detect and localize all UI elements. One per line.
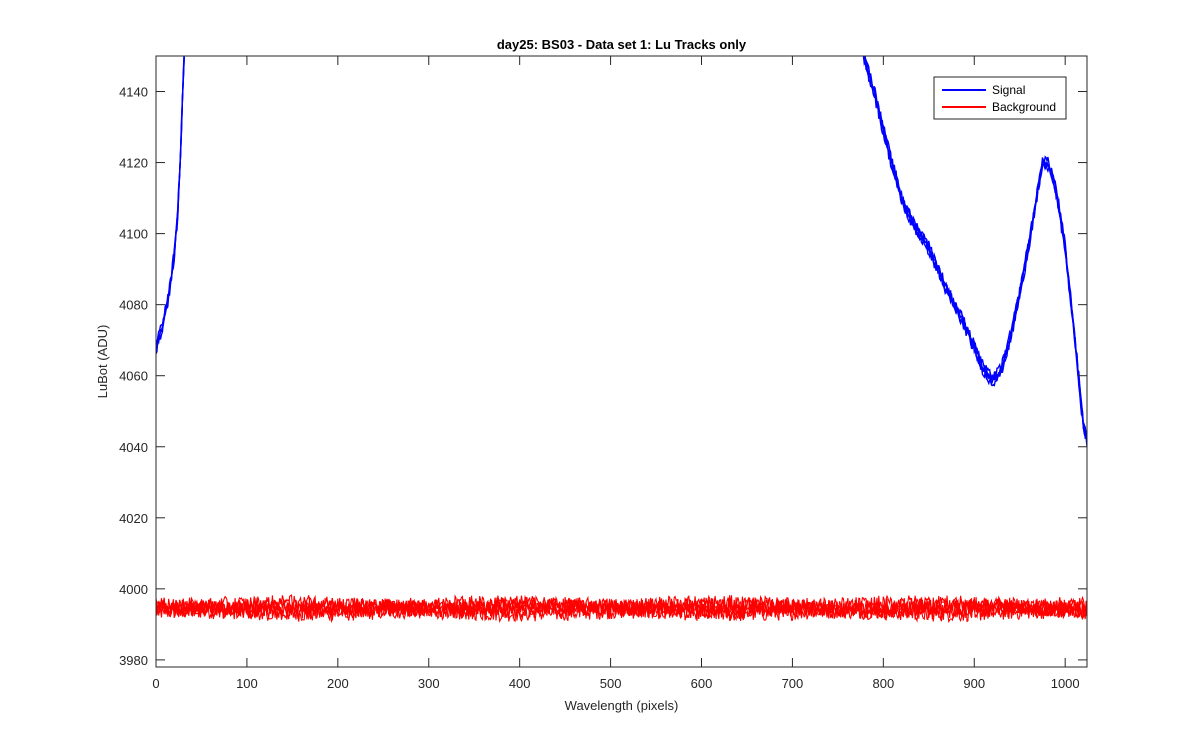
x-tick-label: 400 <box>509 676 531 691</box>
y-tick-label: 4040 <box>119 440 148 455</box>
legend: Signal Background <box>933 76 1067 120</box>
x-axis-title: Wavelength (pixels) <box>565 698 679 713</box>
chart-title: day25: BS03 - Data set 1: Lu Tracks only <box>497 37 747 52</box>
x-tick-label: 500 <box>600 676 622 691</box>
x-tick-label: 200 <box>327 676 349 691</box>
y-tick-label: 3980 <box>119 653 148 668</box>
y-tick-label: 4100 <box>119 227 148 242</box>
y-axis-title: LuBot (ADU) <box>95 325 110 399</box>
series-layer <box>156 56 1087 624</box>
legend-box <box>933 76 1067 120</box>
y-tick-label: 4060 <box>119 369 148 384</box>
y-tick-label: 4000 <box>119 582 148 597</box>
legend-label: Signal <box>992 83 1025 97</box>
x-tick-label: 300 <box>418 676 440 691</box>
background-series-line <box>156 594 1087 618</box>
x-tick-label: 700 <box>782 676 804 691</box>
x-tick-label: 100 <box>236 676 258 691</box>
y-tick-label: 4080 <box>119 298 148 313</box>
background-series-line <box>156 599 1087 622</box>
plot-area <box>156 56 1087 667</box>
y-tick-label: 4120 <box>119 156 148 171</box>
ticks-layer: 0 100 200 300 400 500 600 700 800 900 1000 3980 4000… <box>119 56 1087 691</box>
signal-series-line <box>156 56 185 349</box>
x-tick-label: 0 <box>152 676 159 691</box>
x-tick-label: 900 <box>963 676 985 691</box>
legend-label: Background <box>992 100 1056 114</box>
y-tick-label: 4020 <box>119 511 148 526</box>
signal-series-line <box>862 56 1087 436</box>
background-series-line <box>156 594 1087 615</box>
x-tick-label: 1000 <box>1051 676 1080 691</box>
x-tick-label: 600 <box>691 676 713 691</box>
plot-frame <box>155 55 1088 668</box>
y-tick-label: 4140 <box>119 85 148 100</box>
x-tick-label: 800 <box>872 676 894 691</box>
